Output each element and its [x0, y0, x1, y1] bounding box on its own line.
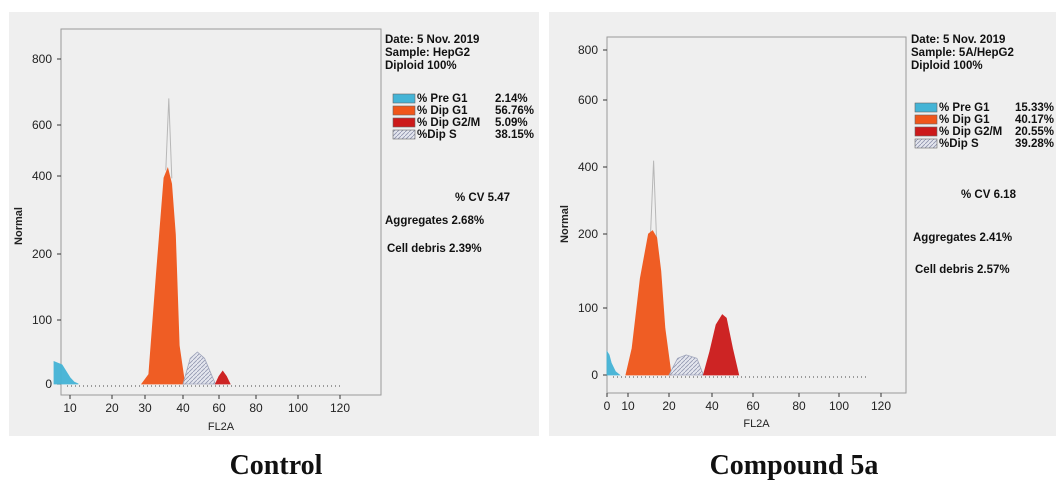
legend-label: % Dip G1 [417, 105, 468, 117]
control-info: Date: 5 Nov. 2019 Sample: HepG2 Diploid … [385, 34, 479, 73]
x-axis-label: FL2A [743, 418, 770, 430]
legend-label: % Pre G1 [939, 102, 990, 114]
y-tick-label: 200 [578, 227, 598, 241]
legend-value: 40.17% [1015, 114, 1054, 126]
compound-aggregates: Aggregates 2.41% [913, 232, 1013, 244]
x-tick-label: 80 [249, 401, 263, 415]
legend-value: 39.28% [1015, 138, 1054, 150]
legend-swatch [914, 114, 938, 125]
plot-frame [60, 28, 382, 396]
compound-caption: Compound 5a [709, 450, 879, 481]
series-area-2 [182, 351, 217, 385]
compound-histogram: 0 100 200 400 600 800 0 10 20 40 60 80 100 120 Normal F… [559, 36, 1054, 430]
x-tick-label: 60 [746, 399, 760, 413]
x-tick-label: 100 [288, 401, 308, 415]
control-debris: Cell debris 2.39% [387, 243, 482, 255]
control-aggregates: Aggregates 2.68% [385, 215, 485, 227]
legend-swatch [392, 93, 416, 104]
x-tick-label: 60 [212, 401, 226, 415]
y-tick-label: 100 [578, 301, 598, 315]
legend-swatch [392, 129, 416, 140]
y-tick-label: 800 [578, 43, 598, 57]
x-tick-label: 40 [705, 399, 719, 413]
x-tick-label: 120 [871, 399, 891, 413]
legend-label: % Pre G1 [417, 93, 468, 105]
x-tick-label: 80 [792, 399, 806, 413]
legend-value: 56.76% [495, 105, 534, 117]
x-tick-label: 20 [662, 399, 676, 413]
x-tick-label: 100 [829, 399, 849, 413]
raw-trace [650, 160, 658, 241]
series-area-1 [625, 230, 672, 376]
y-tick-label: 100 [32, 313, 52, 327]
legend-swatch [914, 138, 938, 149]
x-tick-label: 10 [63, 401, 77, 415]
legend-value: 20.55% [1015, 126, 1054, 138]
x-tick-label: 20 [105, 401, 119, 415]
sample-text: Sample: 5A/HepG2 [911, 47, 1014, 59]
compound-debris: Cell debris 2.57% [915, 264, 1010, 276]
series-area-3 [214, 370, 231, 385]
compound-cv: % CV 6.18 [961, 189, 1016, 201]
plot-frame [606, 36, 907, 394]
legend-swatch [392, 117, 416, 128]
y-axis-label: Normal [13, 207, 25, 245]
series-area-1 [140, 166, 186, 385]
legend-label: % Dip G1 [939, 114, 990, 126]
legend-swatch [914, 102, 938, 113]
series-area-0 [53, 361, 79, 385]
legend-label: % Dip G2/M [417, 117, 480, 129]
y-tick-label: 0 [45, 377, 52, 391]
sample-text: Sample: HepG2 [385, 47, 470, 59]
y-tick-label: 600 [32, 118, 52, 132]
control-panel: 0 100 200 400 600 800 10 20 30 40 60 80 100 120 Normal… [9, 12, 539, 436]
legend-label: %Dip S [939, 138, 979, 150]
y-tick-label: 400 [32, 169, 52, 183]
x-tick-label: 0 [604, 399, 611, 413]
series-area-2 [668, 354, 704, 376]
x-tick-label: 40 [176, 401, 190, 415]
x-tick-label: 10 [621, 399, 635, 413]
legend-label: % Dip G2/M [939, 126, 1002, 138]
control-histogram: 0 100 200 400 600 800 10 20 30 40 60 80 100 120 Normal… [13, 28, 534, 433]
y-axis-label: Normal [559, 205, 571, 243]
y-tick-label: 0 [591, 368, 598, 382]
legend-swatch [392, 105, 416, 116]
y-tick-label: 600 [578, 93, 598, 107]
y-tick-label: 400 [578, 160, 598, 174]
control-cv: % CV 5.47 [455, 192, 510, 204]
x-tick-label: 30 [138, 401, 152, 415]
date-text: Date: 5 Nov. 2019 [385, 34, 480, 46]
diploid-text: Diploid 100% [385, 60, 457, 72]
compound-panel: 0 100 200 400 600 800 0 10 20 40 60 80 100 120 Normal F… [549, 12, 1056, 436]
legend-swatch [914, 126, 938, 137]
date-text: Date: 5 Nov. 2019 [911, 34, 1006, 46]
y-tick-label: 200 [32, 247, 52, 261]
y-tick-label: 800 [32, 52, 52, 66]
series-area-3 [702, 314, 740, 376]
raw-trace [165, 98, 173, 179]
legend-value: 15.33% [1015, 102, 1054, 114]
x-tick-label: 120 [330, 401, 350, 415]
legend-value: 5.09% [495, 117, 528, 129]
x-axis-label: FL2A [208, 421, 235, 433]
legend-value: 2.14% [495, 93, 528, 105]
control-caption: Control [229, 450, 323, 481]
legend-label: %Dip S [417, 129, 457, 141]
series-area-0 [606, 350, 621, 376]
diploid-text: Diploid 100% [911, 60, 983, 72]
compound-info: Date: 5 Nov. 2019 Sample: 5A/HepG2 Diplo… [911, 34, 1014, 73]
legend-value: 38.15% [495, 129, 534, 141]
